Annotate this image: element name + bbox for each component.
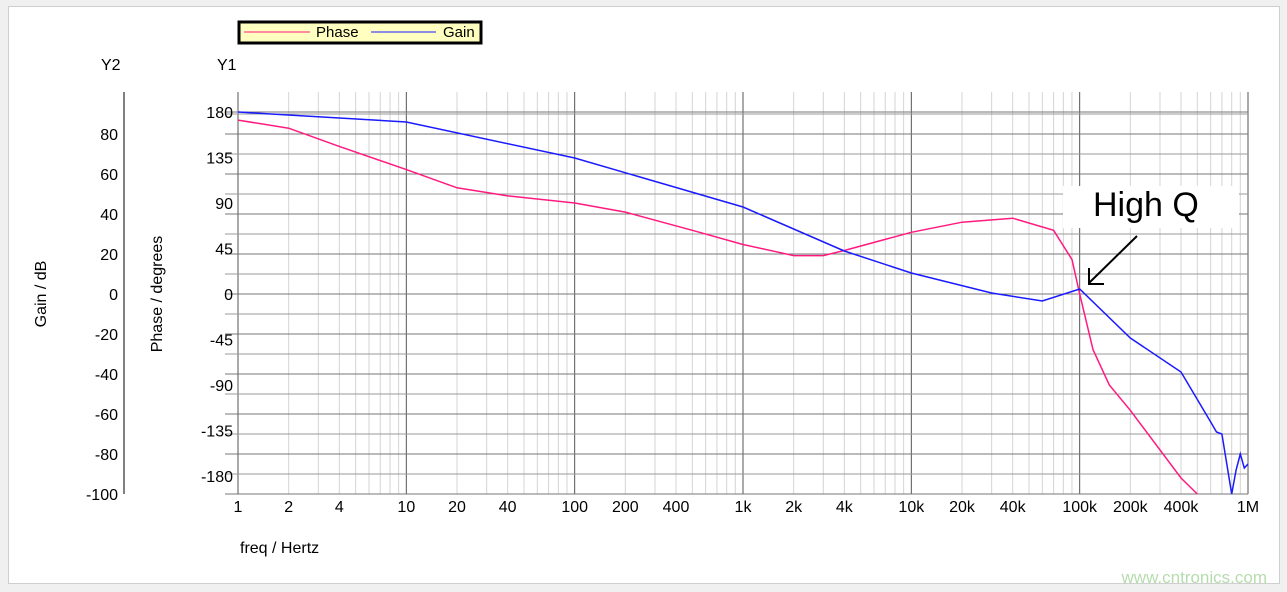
x-tick-label: 4k [836,499,854,516]
y1-title: Y1 [217,57,237,74]
x-axis-label: freq / Hertz [240,540,319,557]
legend: Phase Gain [237,20,483,45]
y1-tick-label: 90 [215,196,233,213]
series-gain-line [237,111,1249,495]
annotation-text: High Q [1093,186,1199,224]
x-tick-label: 20 [448,499,466,516]
x-tick-label: 1k [735,499,753,516]
legend-gain-label: Gain [443,24,475,41]
x-tick-label: 20k [949,499,976,516]
y1-tick-label: -45 [210,333,233,350]
y1-tick-label: -180 [201,469,233,486]
y1-tick-label: 180 [206,105,233,122]
legend-phase-label: Phase [316,24,359,41]
x-tick-label: 1 [234,499,243,516]
y2-tick-label: 60 [100,167,118,184]
x-tick-label: 2k [785,499,803,516]
y1-tick-label: 0 [224,287,233,304]
y1-tick-label: -135 [201,424,233,441]
y2-tick-label: -80 [95,447,118,464]
y2-title: Y2 [101,57,121,74]
y2-tick-label: 20 [100,247,118,264]
y2-axis-label: Gain / dB [33,261,50,328]
y2-tick-label: 0 [109,287,118,304]
x-tick-label: 200 [612,499,639,516]
series-phase-line [237,119,1198,495]
x-tick-label: 100k [1062,499,1098,516]
y1-axis-label: Phase / degrees [149,236,166,353]
y2-tick-label: -60 [95,407,118,424]
annotation-box [1063,186,1239,228]
x-tick-label: 10 [397,499,415,516]
annotation-arrow [1088,235,1138,285]
chart-panel [8,6,1280,584]
watermark: www.cntronics.com [1121,568,1267,587]
y2-tick-label: 80 [100,127,118,144]
y2-tick-label: -100 [86,487,118,504]
x-tick-label: 40 [499,499,517,516]
y1-tick-label: 135 [206,151,233,168]
y2-tick-label: -40 [95,367,118,384]
y1-tick-label: 45 [215,242,233,259]
x-tick-label: 40k [1000,499,1027,516]
x-tick-label: 100 [561,499,588,516]
x-tick-label: 10k [898,499,925,516]
y1-tick-label: -90 [210,378,233,395]
x-tick-label: 1M [1237,499,1259,516]
x-tick-label: 4 [335,499,344,516]
x-tick-label: 400k [1164,499,1200,516]
x-tick-label: 400 [663,499,690,516]
x-tick-label: 200k [1113,499,1149,516]
y2-tick-label: 40 [100,207,118,224]
y2-tick-label: -20 [95,327,118,344]
x-tick-label: 2 [284,499,293,516]
